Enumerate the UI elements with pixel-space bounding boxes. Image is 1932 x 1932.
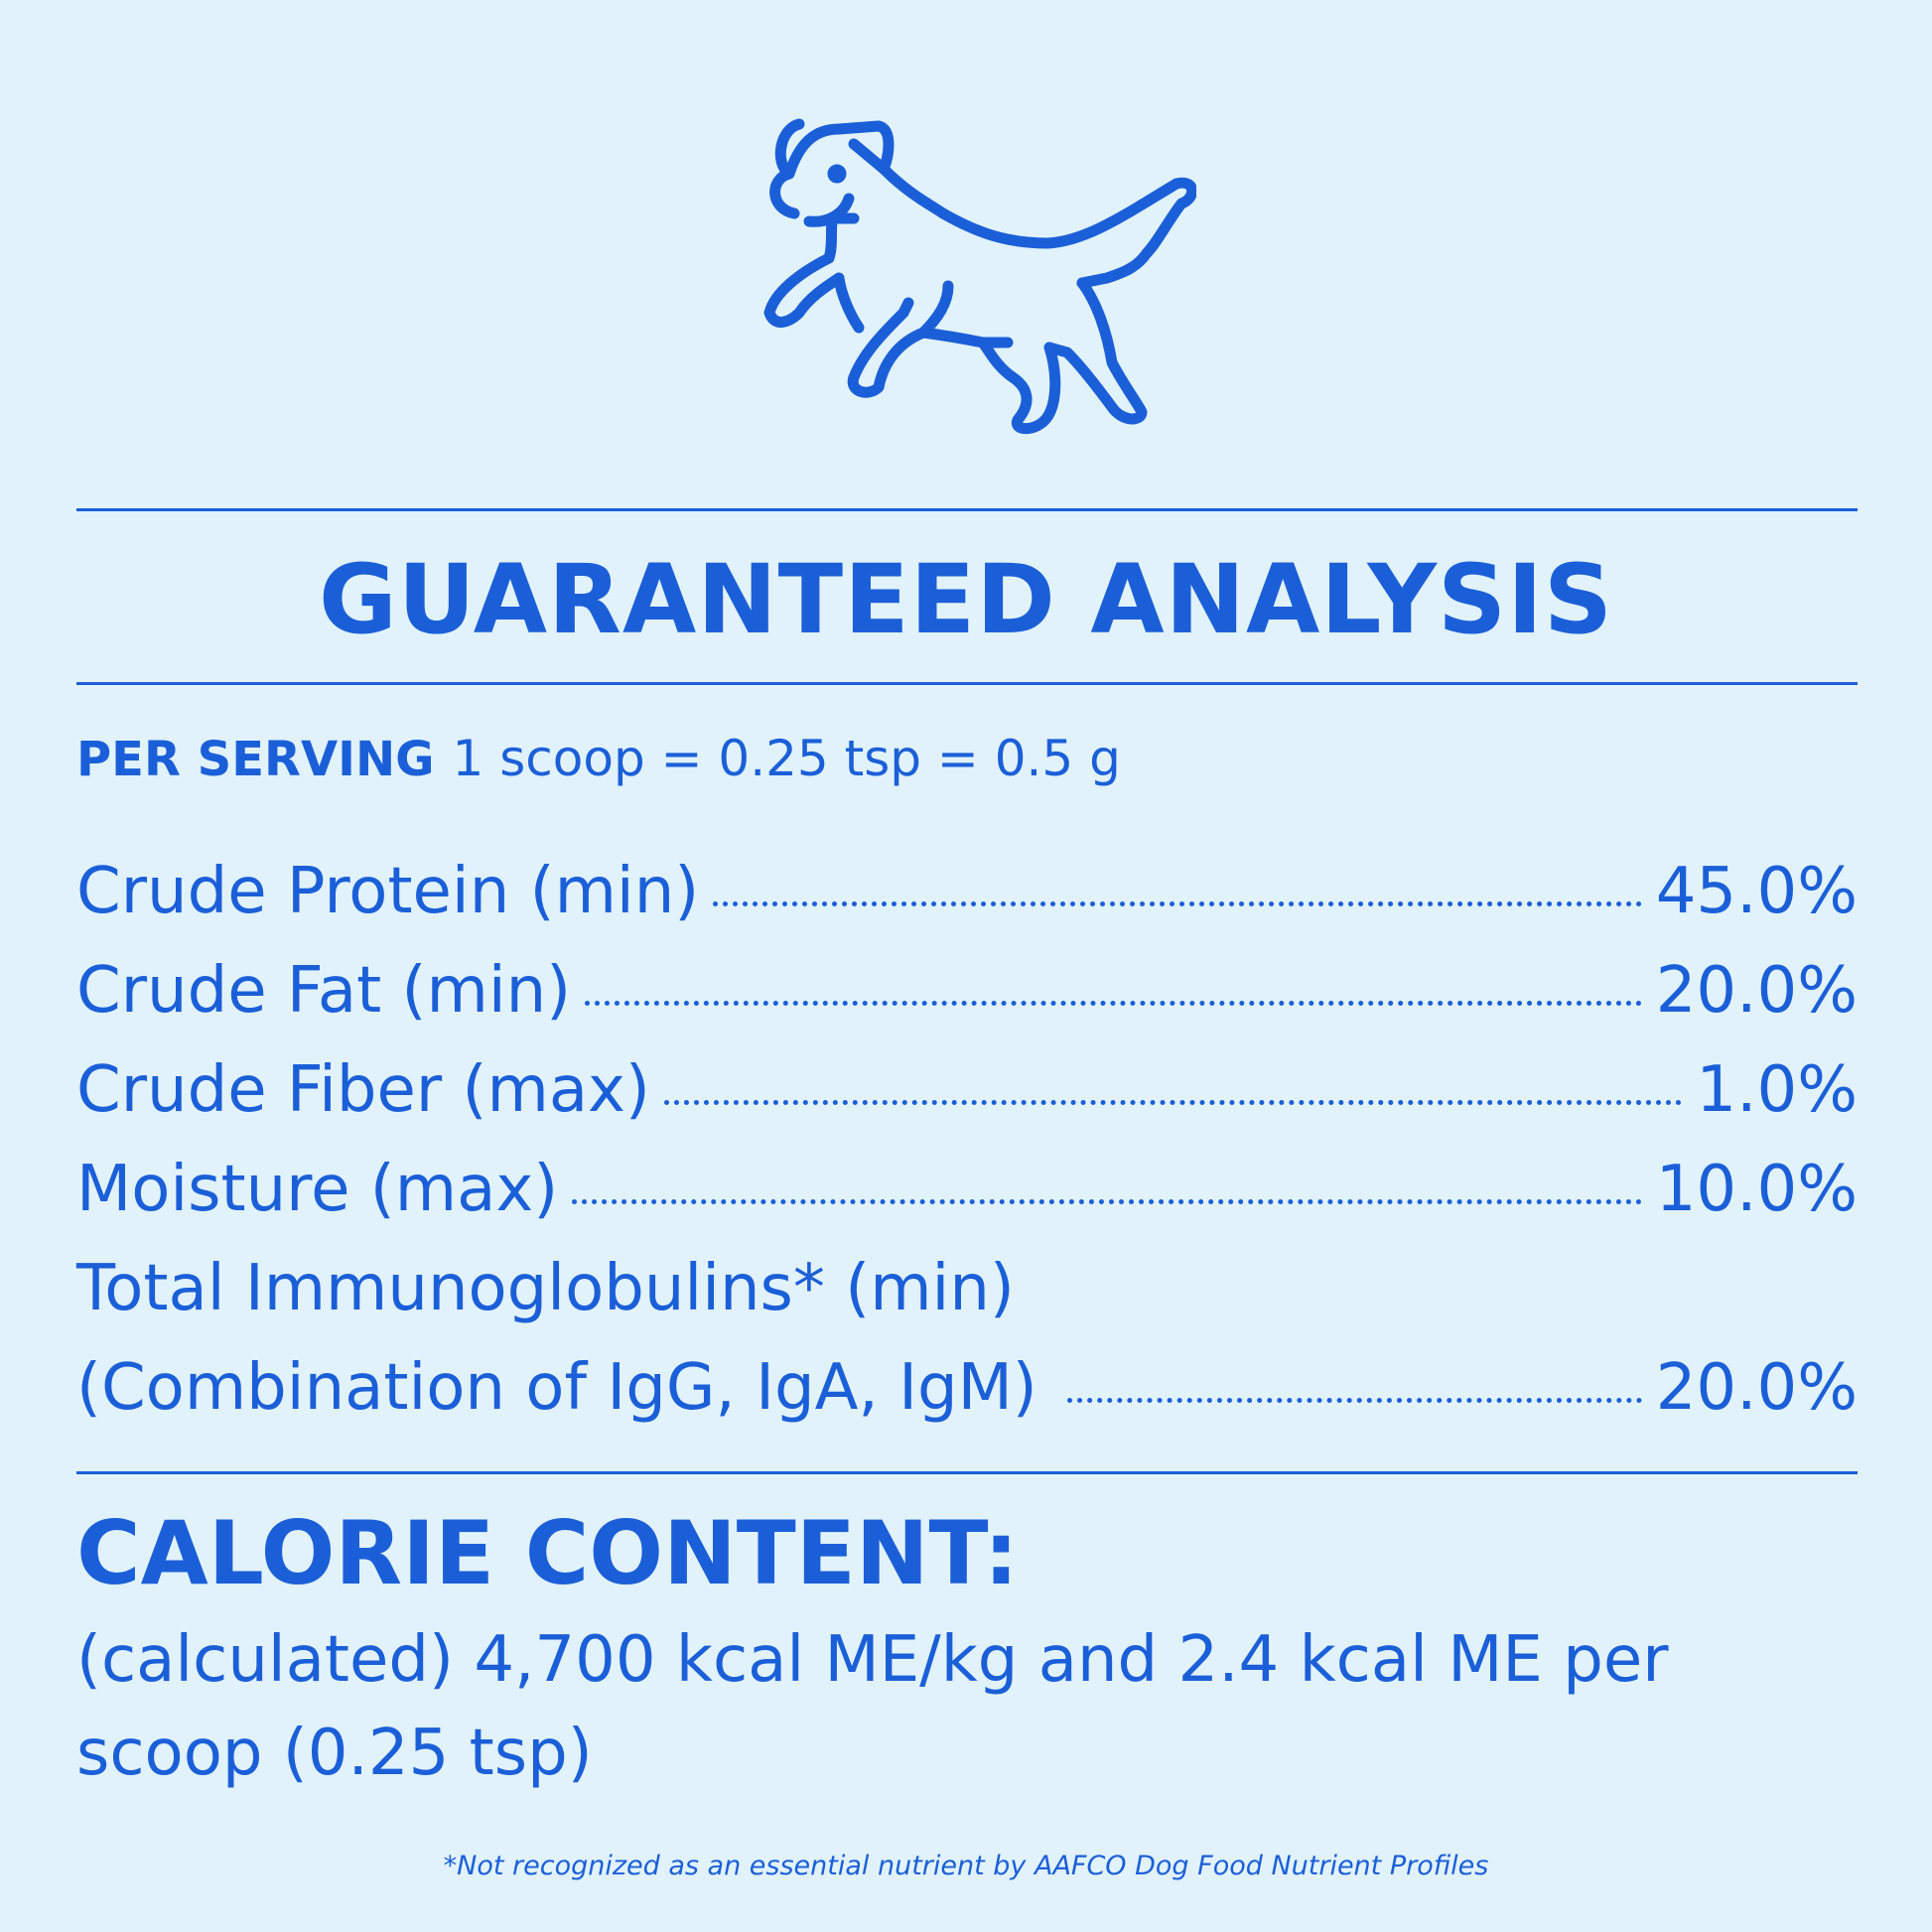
analysis-row-moisture: Moisture (max) 10.0% xyxy=(76,1145,1858,1234)
nutrient-value: 20.0% xyxy=(1655,954,1858,1028)
footnote: *Not recognized as an essential nutrient… xyxy=(443,1851,1489,1881)
serving-value: 1 scoop = 0.25 tsp = 0.5 g xyxy=(452,730,1121,787)
serving-label: PER SERVING xyxy=(76,732,435,787)
page-title: GUARANTEED ANALYSIS xyxy=(318,544,1614,655)
dotted-leader xyxy=(713,901,1642,906)
top-divider xyxy=(76,508,1858,511)
calorie-divider xyxy=(76,1471,1858,1474)
nutrient-name: (Combination of IgG, IgA, IgM) xyxy=(76,1351,1037,1425)
nutrient-name: Total Immunoglobulins* (min) xyxy=(76,1252,1015,1325)
nutrient-value: 10.0% xyxy=(1655,1153,1858,1226)
dotted-leader xyxy=(1066,1398,1642,1403)
dotted-leader xyxy=(663,1100,1683,1105)
analysis-row-protein: Crude Protein (min) 45.0% xyxy=(76,847,1858,936)
nutrient-name: Moisture (max) xyxy=(76,1153,559,1226)
calorie-text: (calculated) 4,700 kcal ME/kg and 2.4 kc… xyxy=(76,1623,1669,1790)
nutrient-value: 45.0% xyxy=(1655,855,1858,928)
analysis-row-fiber: Crude Fiber (max) 1.0% xyxy=(76,1045,1858,1135)
dotted-leader xyxy=(572,1199,1642,1204)
serving-size: PER SERVING 1 scoop = 0.25 tsp = 0.5 g xyxy=(76,727,1121,791)
nutrient-value: 1.0% xyxy=(1696,1053,1858,1127)
nutrient-name: Crude Fiber (max) xyxy=(76,1053,650,1127)
nutrient-name: Crude Fat (min) xyxy=(76,954,572,1028)
analysis-row-fat: Crude Fat (min) 20.0% xyxy=(76,946,1858,1035)
running-dog-icon xyxy=(763,118,1196,435)
analysis-row-immunoglobulins: (Combination of IgG, IgA, IgM) 20.0% xyxy=(76,1343,1858,1433)
analysis-row-immunoglobulins-heading: Total Immunoglobulins* (min) xyxy=(76,1244,1858,1333)
nutrient-value: 20.0% xyxy=(1655,1351,1858,1425)
nutrient-name: Crude Protein (min) xyxy=(76,855,700,928)
calorie-title: CALORIE CONTENT: xyxy=(76,1502,1019,1604)
title-divider xyxy=(76,682,1858,685)
dotted-leader xyxy=(585,1001,1642,1006)
